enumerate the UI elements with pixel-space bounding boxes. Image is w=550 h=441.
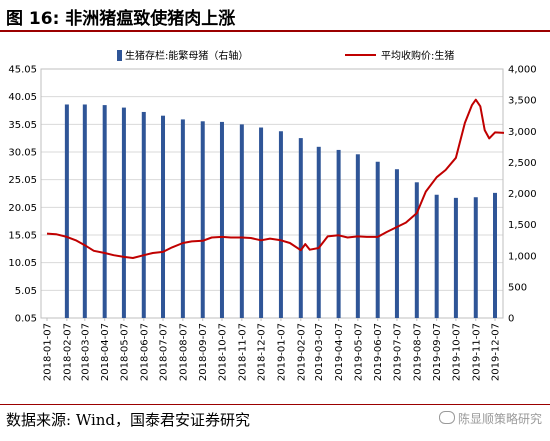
x-tick-label: 2019-03-07 [314, 323, 325, 381]
bar [200, 121, 205, 318]
x-tick-label: 2019-11-07 [471, 323, 482, 381]
x-tick-label: 2019-09-07 [432, 323, 443, 381]
figure-header: 图 16: 非洲猪瘟致使猪肉上涨 [0, 0, 550, 32]
source-divider [0, 404, 550, 405]
x-tick-label: 2019-07-07 [392, 323, 403, 381]
x-tick-label: 2019-04-07 [334, 323, 345, 381]
y-tick-label: 35.05 [8, 120, 37, 131]
bar [298, 138, 303, 318]
x-tick-label: 2019-08-07 [412, 323, 423, 381]
price-line [46, 98, 505, 259]
title-underline [0, 30, 550, 32]
wechat-icon [438, 411, 455, 424]
bar [141, 111, 146, 318]
bar [239, 124, 244, 318]
y-tick-label: 15.05 [8, 231, 37, 242]
watermark-text: 陈显顺策略研究 [457, 412, 542, 426]
bar [473, 197, 478, 318]
y2-tick-label: 2,000 [508, 189, 537, 200]
x-tick-label: 2019-02-07 [296, 323, 307, 381]
x-tick-label: 2018-06-07 [139, 323, 150, 381]
y2-tick-label: 1,500 [508, 220, 537, 231]
x-tick-label: 2018-07-07 [159, 323, 170, 381]
bar [434, 194, 439, 318]
y2-tick-label: 3,000 [508, 127, 537, 138]
y-tick-label: 5.05 [15, 286, 37, 297]
bar [336, 149, 341, 318]
bar [453, 197, 458, 318]
x-tick-label: 2018-05-07 [119, 323, 130, 381]
x-tick-label: 2019-10-07 [451, 323, 462, 381]
bar [493, 192, 497, 318]
x-tick-label: 2018-02-07 [62, 323, 73, 381]
x-tick-label: 2018-08-07 [178, 323, 189, 381]
y-tick-label: 45.05 [8, 65, 37, 76]
x-tick-label: 2019-06-07 [373, 323, 384, 381]
watermark: 陈显顺策略研究 [438, 410, 542, 427]
bar [259, 127, 264, 318]
x-tick-label: 2019-01-07 [276, 323, 287, 381]
legend-swatch-bar [117, 50, 122, 61]
y-tick-label: 20.05 [8, 203, 37, 214]
x-tick-label: 2018-10-07 [217, 323, 228, 381]
y-tick-label: 0.05 [15, 314, 37, 325]
y-tick-label: 25.05 [8, 175, 37, 186]
bar [180, 119, 185, 318]
bar [219, 121, 224, 318]
y-tick-label: 10.05 [8, 258, 37, 269]
x-tick-label: 2018-03-07 [80, 323, 91, 381]
x-tick-label: 2018-09-07 [198, 323, 209, 381]
bar [121, 107, 126, 318]
y2-tick-label: 0 [508, 314, 514, 325]
y-tick-label: 30.05 [8, 148, 37, 159]
legend-label-bar: 生猪存栏:能繁母猪（右轴） [125, 49, 248, 62]
y-tick-label: 40.05 [8, 92, 37, 103]
source-note: 数据来源: Wind，国泰君安证券研究 [6, 411, 251, 429]
x-tick-label: 2019-05-07 [353, 323, 364, 381]
x-tick-label: 2019-12-07 [491, 323, 502, 381]
x-tick-label: 2018-11-07 [237, 323, 248, 381]
plot-area [40, 68, 504, 319]
combo-chart: 0.05 5.05 10.05 15.05 20.05 25.05 30.05 35.05 40… [8, 49, 537, 381]
bar [161, 115, 166, 318]
x-tick-label: 2018-04-07 [100, 323, 111, 381]
bar [414, 182, 419, 318]
y2-tick-label: 4,000 [508, 65, 537, 76]
bar [375, 161, 380, 318]
bar [316, 146, 321, 318]
bar [82, 104, 87, 318]
y2-tick-label: 2,500 [508, 158, 537, 169]
bar [278, 131, 283, 318]
figure-title: 图 16: 非洲猪瘟致使猪肉上涨 [6, 9, 236, 29]
bar [394, 169, 399, 318]
legend-label-line: 平均收购价:生猪 [381, 49, 454, 62]
y2-tick-label: 500 [508, 282, 527, 293]
bar [102, 105, 107, 318]
bar [64, 104, 69, 318]
y2-tick-label: 3,500 [508, 96, 537, 107]
y2-tick-label: 1,000 [508, 251, 537, 262]
x-tick-label: 2018-12-07 [257, 323, 268, 381]
x-tick-label: 2018-01-07 [43, 323, 54, 381]
